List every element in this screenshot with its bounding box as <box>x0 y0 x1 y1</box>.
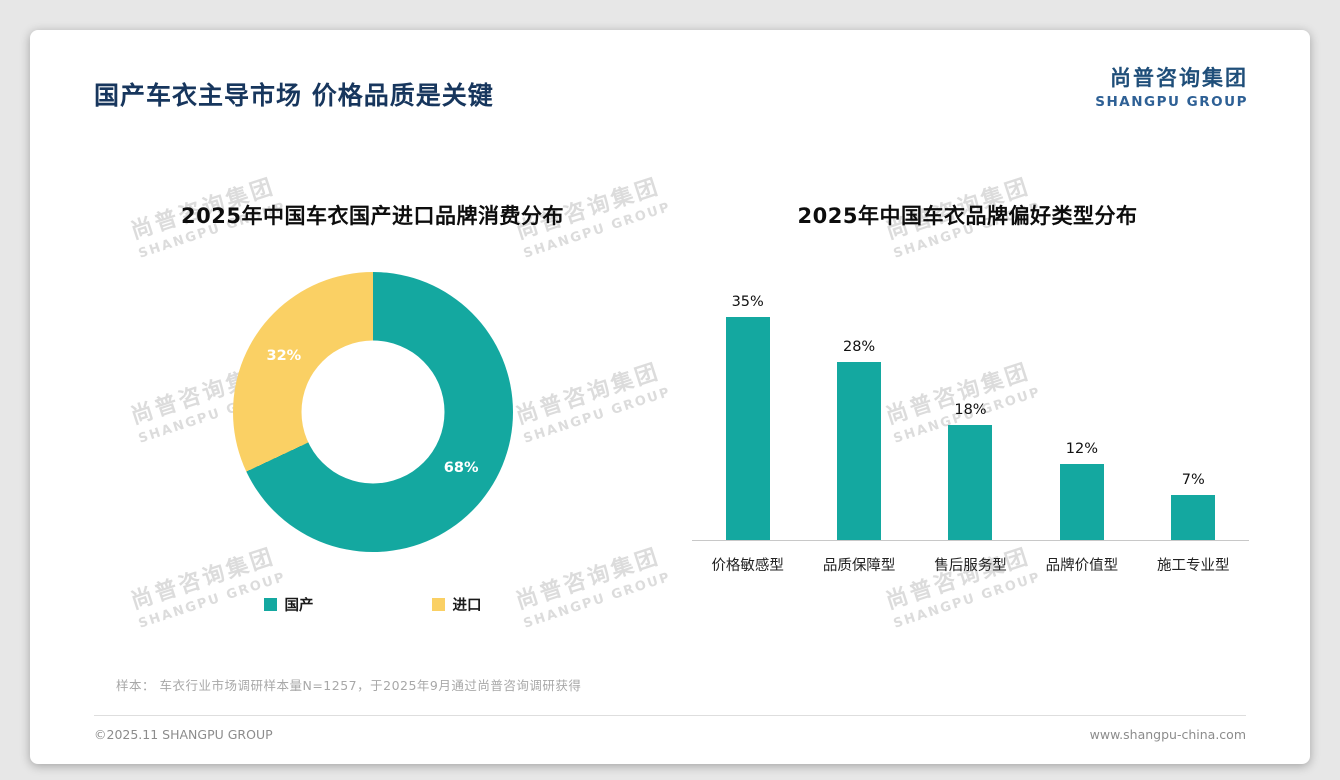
bar-chart-title: 2025年中国车衣品牌偏好类型分布 <box>797 204 1138 228</box>
bar-value-label: 18% <box>954 402 987 419</box>
bar <box>725 316 770 540</box>
bar-category-label: 售后服务型 <box>934 558 1007 574</box>
website-text: www.shangpu-china.com <box>1089 727 1246 742</box>
bar-column: 7% <box>1138 472 1249 540</box>
bar-category-label: 施工专业型 <box>1157 558 1230 574</box>
legend-swatch <box>263 598 277 611</box>
bar-value-label: 35% <box>731 293 764 310</box>
bar-chart-section: 2025年中国车衣品牌偏好类型分布 35% 28% 18% 12% 7% 价格敏感型 品质… <box>670 200 1265 615</box>
donut-hole <box>301 340 444 484</box>
logo-chinese-name: 尚普咨询集团 <box>1110 66 1248 90</box>
header: 国产车衣主导市场 价格品质是关键 尚普咨询集团 SHANGPU GROUP <box>30 30 1310 112</box>
bar-value-label: 28% <box>842 338 876 355</box>
legend-label: 进口 <box>452 598 482 614</box>
logo-english-name: SHANGPU GROUP <box>1095 94 1248 110</box>
donut-slice-label: 68% <box>443 460 479 477</box>
bar-category-label: 品质保障型 <box>822 558 896 574</box>
bar <box>837 361 882 540</box>
bar-chart: 35% 28% 18% 12% 7% 价格敏感型 品质保障型 售后服务型 品牌价值型 施工专业型 <box>692 286 1249 575</box>
bar-column: 12% <box>1026 440 1137 540</box>
donut-legend: 国产 进口 <box>75 594 670 615</box>
charts-row: 2025年中国车衣国产进口品牌消费分布 68% 32% 国产 进口 2025年中国车… <box>30 200 1310 615</box>
donut-slice-label: 32% <box>266 347 302 364</box>
bar-value-label: 12% <box>1065 440 1098 457</box>
legend-label: 国产 <box>284 598 314 614</box>
bar <box>948 425 993 540</box>
sample-note: 样本： 车衣行业市场调研样本量N=1257，于2025年9月通过尚普咨询调研获得 <box>116 678 582 693</box>
legend-swatch <box>431 598 445 611</box>
legend-item: 进口 <box>431 594 482 615</box>
slide-card: 尚普咨询集团 SHANGPU GROUP 尚普咨询集团 SHANGPU GROUP 尚普… <box>30 30 1310 764</box>
company-logo: 尚普咨询集团 SHANGPU GROUP <box>1095 62 1248 110</box>
bar-categories: 价格敏感型 品质保障型 售后服务型 品牌价值型 施工专业型 <box>692 554 1249 575</box>
bar <box>1059 463 1104 540</box>
bar-value-label: 7% <box>1181 472 1205 489</box>
bar-column: 35% <box>692 294 803 540</box>
donut-chart-section: 2025年中国车衣国产进口品牌消费分布 68% 32% 国产 进口 <box>75 200 670 615</box>
donut-chart-title: 2025年中国车衣国产进口品牌消费分布 <box>181 204 564 228</box>
bar-column: 28% <box>803 338 914 540</box>
donut-chart: 68% 32% <box>232 272 513 552</box>
page-title: 国产车衣主导市场 价格品质是关键 <box>94 81 494 110</box>
bar <box>1171 495 1216 540</box>
copyright-text: ©2025.11 SHANGPU GROUP <box>94 727 273 742</box>
footer: ©2025.11 SHANGPU GROUP www.shangpu-china… <box>94 715 1246 742</box>
bar-column: 18% <box>915 402 1026 540</box>
bar-category-label: 价格敏感型 <box>711 558 784 574</box>
legend-item: 国产 <box>263 594 314 615</box>
bar-plot: 35% 28% 18% 12% 7% <box>692 286 1249 541</box>
bar-category-label: 品牌价值型 <box>1045 558 1119 574</box>
